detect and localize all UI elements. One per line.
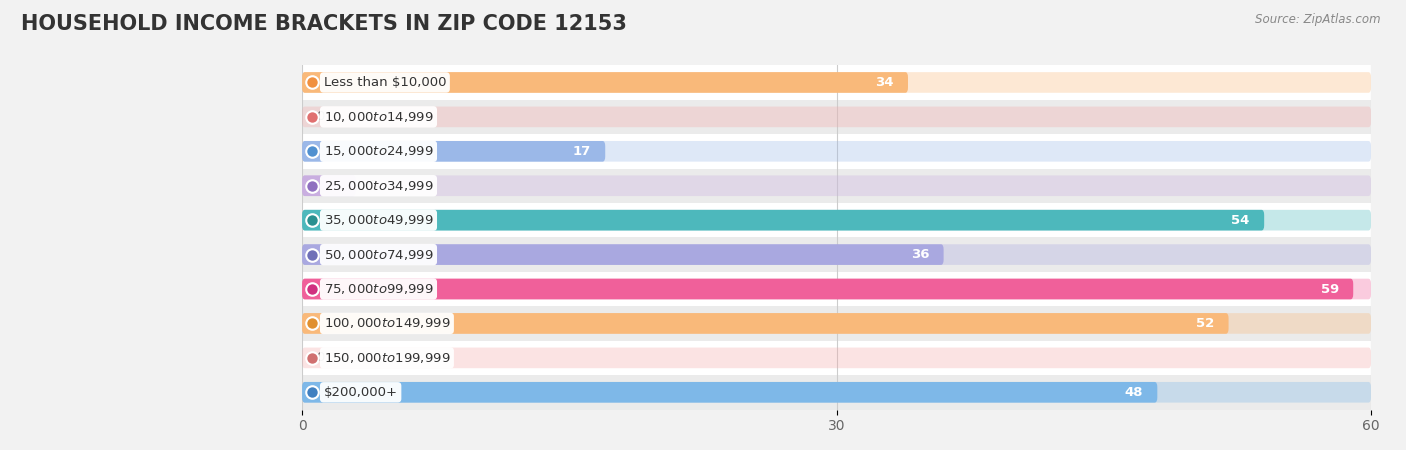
Text: 54: 54 [1232, 214, 1250, 227]
FancyBboxPatch shape [302, 375, 1371, 410]
Text: 36: 36 [911, 248, 929, 261]
Text: $150,000 to $199,999: $150,000 to $199,999 [323, 351, 450, 365]
Text: $10,000 to $14,999: $10,000 to $14,999 [323, 110, 433, 124]
Text: 52: 52 [1197, 317, 1215, 330]
FancyBboxPatch shape [302, 203, 1371, 238]
FancyBboxPatch shape [302, 72, 1371, 93]
Text: $25,000 to $34,999: $25,000 to $34,999 [323, 179, 433, 193]
FancyBboxPatch shape [302, 341, 1371, 375]
FancyBboxPatch shape [302, 65, 1371, 100]
FancyBboxPatch shape [302, 313, 1229, 334]
Text: 3: 3 [370, 179, 378, 192]
FancyBboxPatch shape [302, 382, 1157, 403]
Text: $15,000 to $24,999: $15,000 to $24,999 [323, 144, 433, 158]
FancyBboxPatch shape [302, 279, 1371, 299]
FancyBboxPatch shape [302, 382, 1371, 403]
FancyBboxPatch shape [302, 210, 1264, 230]
Text: Source: ZipAtlas.com: Source: ZipAtlas.com [1256, 14, 1381, 27]
FancyBboxPatch shape [302, 134, 1371, 168]
FancyBboxPatch shape [302, 107, 1371, 127]
FancyBboxPatch shape [302, 244, 1371, 265]
FancyBboxPatch shape [302, 210, 1371, 230]
FancyBboxPatch shape [302, 141, 1371, 162]
Text: $75,000 to $99,999: $75,000 to $99,999 [323, 282, 433, 296]
FancyBboxPatch shape [302, 238, 1371, 272]
FancyBboxPatch shape [302, 100, 1371, 134]
Text: $35,000 to $49,999: $35,000 to $49,999 [323, 213, 433, 227]
Text: 0: 0 [316, 110, 325, 123]
Text: 17: 17 [572, 145, 591, 158]
FancyBboxPatch shape [302, 176, 356, 196]
FancyBboxPatch shape [302, 141, 605, 162]
Text: $200,000+: $200,000+ [323, 386, 398, 399]
FancyBboxPatch shape [302, 272, 1371, 306]
FancyBboxPatch shape [302, 347, 1371, 368]
FancyBboxPatch shape [302, 72, 908, 93]
FancyBboxPatch shape [302, 244, 943, 265]
Text: $100,000 to $149,999: $100,000 to $149,999 [323, 316, 450, 330]
Text: 0: 0 [316, 351, 325, 364]
Text: HOUSEHOLD INCOME BRACKETS IN ZIP CODE 12153: HOUSEHOLD INCOME BRACKETS IN ZIP CODE 12… [21, 14, 627, 33]
FancyBboxPatch shape [302, 306, 1371, 341]
Text: $50,000 to $74,999: $50,000 to $74,999 [323, 248, 433, 261]
FancyBboxPatch shape [302, 279, 1353, 299]
FancyBboxPatch shape [302, 176, 1371, 196]
FancyBboxPatch shape [302, 168, 1371, 203]
Text: 59: 59 [1320, 283, 1339, 296]
Text: 34: 34 [875, 76, 894, 89]
FancyBboxPatch shape [302, 313, 1371, 334]
Text: 48: 48 [1125, 386, 1143, 399]
Text: Less than $10,000: Less than $10,000 [323, 76, 446, 89]
